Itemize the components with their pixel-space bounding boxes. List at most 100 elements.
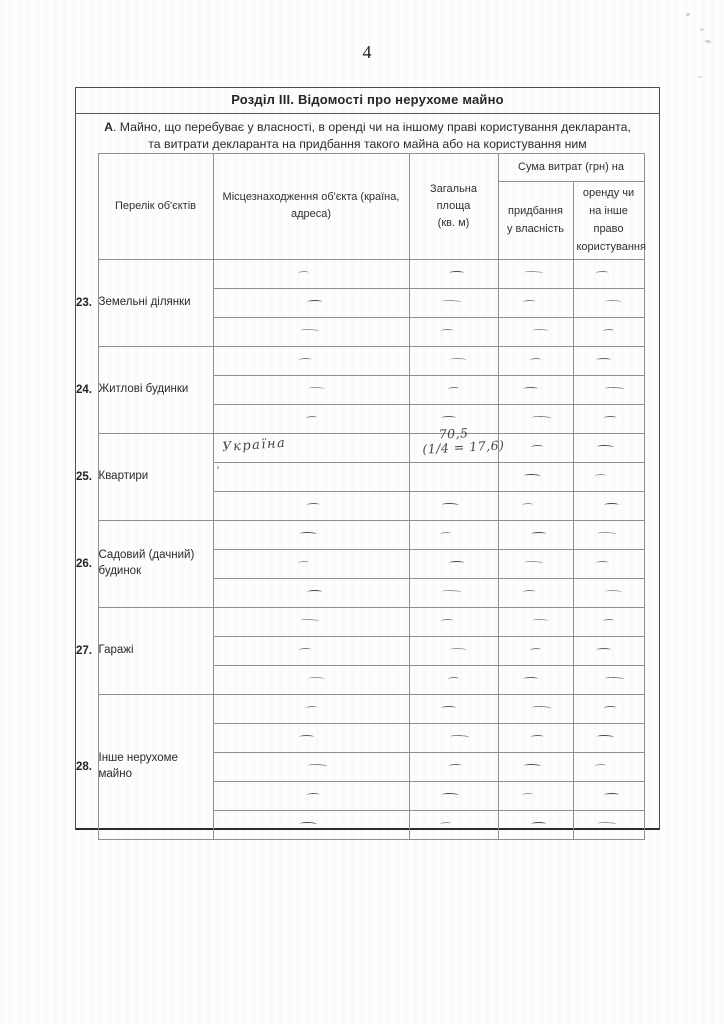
empty-dash-cell [572,693,645,724]
empty-dash-cell [497,403,574,434]
dash-mark [441,706,457,710]
dash-mark [596,735,614,740]
table-row [76,490,645,521]
empty-dash-cell [572,606,645,637]
empty-dash-cell [212,693,410,724]
dash-mark [530,735,544,740]
empty-dash-cell [212,664,410,695]
scan-speck [697,76,703,78]
row-number: 25. [76,470,92,483]
section-subtitle: А. Майно, що перебуває у власності, в ор… [76,114,659,154]
empty-dash-cell [572,316,645,347]
table-row [76,635,645,666]
dash-mark [299,618,319,624]
dash-mark [441,416,457,420]
table-row: 23. Земельні ділянки [76,258,645,347]
section-title: Розділ III. Відомості про нерухоме майно [76,88,659,114]
empty-dash-cell [408,316,499,347]
empty-dash-cell [497,287,574,318]
empty-dash-cell [572,374,645,405]
dash-mark [596,648,612,652]
subtitle-text-1: . Майно, що перебуває у власності, в оре… [112,120,631,134]
empty-dash-cell [212,780,410,811]
scan-speck [700,28,704,31]
dash-mark [596,358,612,362]
empty-dash-cell [408,809,499,840]
object-type-label: Садовий (дачний) будинок [97,519,214,608]
empty-dash-cell [572,519,645,550]
dash-mark [299,328,319,334]
empty-dash-cell [497,577,574,608]
dash-mark [531,532,547,536]
empty-dash-cell [212,316,410,347]
dash-mark [604,503,620,507]
dash-mark [449,358,467,363]
empty-dash-cell [408,664,499,695]
empty-dash-cell [408,722,499,753]
header-cost-purchase: придбання у власність [497,181,574,260]
empty-dash-cell [408,751,499,782]
row-number: 24. [76,383,92,396]
empty-dash-cell [408,606,499,637]
dash-mark [531,329,549,334]
empty-dash-cell [497,751,574,782]
empty-dash-cell [572,809,645,840]
subtitle-prefix: А [104,120,113,134]
empty-dash-cell [497,664,574,695]
empty-dash-cell [408,548,499,579]
empty-dash-cell [408,519,499,550]
empty-dash-cell [408,693,499,724]
dash-mark [603,706,617,711]
dash-mark [299,532,317,537]
table-row: 28. Інше нерухоме майно [76,693,645,840]
dash-mark [449,561,465,565]
table-row [76,577,645,608]
dash-mark [448,764,462,769]
table-row [76,780,645,811]
dash-mark [532,415,552,421]
dash-mark [297,561,309,566]
header-costs-group: Сума витрат (грн) на [497,153,645,182]
dash-mark [602,329,615,334]
empty-dash-cell [212,722,410,753]
page-number: 4 [362,42,372,62]
empty-dash-cell [408,258,499,289]
dash-mark [440,619,454,624]
table-row: 26. Садовий (дачний) будинок [76,519,645,608]
dash-mark [305,706,317,711]
dash-mark [306,503,320,508]
empty-dash-cell [497,693,574,724]
property-table: Перелік об'єктів Місцезнаходження об'єкт… [76,153,646,840]
empty-dash-cell [572,664,645,695]
table-row [76,751,645,782]
dash-mark [523,474,541,479]
header-area: Загальна площа (кв. м) [408,153,499,260]
dash-mark [604,590,622,595]
header-objects: Перелік об'єктів [97,153,214,260]
empty-dash-cell [572,635,645,666]
dash-mark [299,822,317,827]
table-row [76,722,645,753]
dash-mark [605,676,625,682]
object-type-label: Земельні ділянки [97,258,214,347]
empty-dash-cell [212,519,410,550]
header-number-spacer [76,154,98,260]
empty-dash-cell [497,345,574,376]
dash-mark [597,821,617,827]
empty-dash-cell [572,548,645,579]
empty-dash-cell [572,722,645,753]
empty-dash-cell [497,258,574,289]
empty-dash-cell [497,432,574,463]
empty-dash-cell [212,548,410,579]
empty-dash-cell [408,374,499,405]
dash-mark [307,763,327,769]
empty-dash-cell [408,635,499,666]
dash-mark [522,300,536,305]
table-row [76,809,645,840]
dash-mark [297,271,309,276]
table-row [76,664,645,695]
dash-mark [523,764,541,769]
dash-mark [298,648,312,653]
property-table-body: 23. Земельні ділянки 24. Житлові будинки 25.… [76,258,645,840]
